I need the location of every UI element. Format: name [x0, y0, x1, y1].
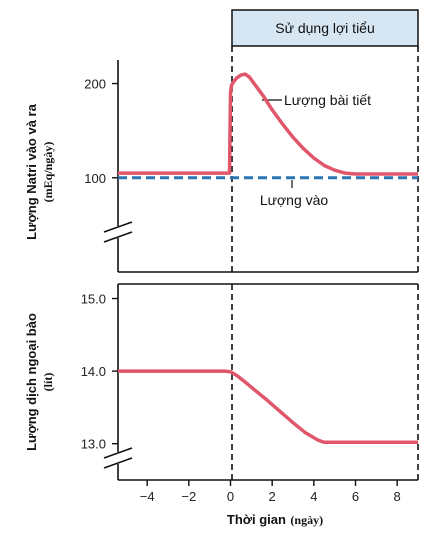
- bottom-panel-series: [118, 369, 418, 445]
- top-panel-axis-break-1: [103, 221, 133, 233]
- bottom-panel-axis-break-2: [103, 457, 133, 469]
- intake-annotation: Lượng vào: [260, 192, 329, 208]
- top-panel: [103, 46, 419, 273]
- output-series-line: [118, 72, 418, 176]
- x-axis-title: Thời gian (ngày): [227, 511, 323, 528]
- x-tick-label: −2: [181, 489, 196, 504]
- bottom-panel-axis-break-1: [103, 447, 133, 459]
- x-tick-label: −4: [140, 489, 155, 504]
- top-panel-yunit: (mEq/ngày): [41, 142, 55, 203]
- bottom-y-tick-label: 14.0: [81, 364, 106, 379]
- top-y-tick-label: 200: [84, 77, 106, 92]
- bottom-panel-ylabel: Lượng dịch ngoại bào: [24, 313, 39, 451]
- top-panel-ylabel: Lượng Natri vào và ra: [24, 103, 39, 239]
- x-axis-ticks: −4 −2 0 2 4 6 8: [140, 480, 401, 504]
- bottom-panel-ticks: 13.0 14.0 15.0: [81, 292, 118, 452]
- top-panel-ticks: 100 200: [84, 77, 118, 186]
- x-tick-label: 8: [394, 489, 401, 504]
- diuretic-banner: [231, 9, 419, 47]
- bottom-panel-yunit: (lít): [41, 373, 55, 392]
- ecf-series-line: [118, 369, 418, 445]
- x-axis-label: Thời gian: [227, 512, 286, 527]
- output-annotation: Lượng bài tiết: [284, 92, 371, 108]
- x-tick-label: 6: [352, 489, 359, 504]
- x-tick-label: 2: [269, 489, 276, 504]
- bottom-panel: [103, 283, 419, 481]
- x-tick-label: 0: [227, 489, 234, 504]
- top-panel-axis-break-2: [103, 231, 133, 243]
- x-axis-unit: (ngày): [290, 513, 323, 527]
- bottom-y-tick-label: 13.0: [81, 437, 106, 452]
- banner-label: Sử dụng lợi tiểu: [275, 20, 375, 36]
- bottom-y-tick-label: 15.0: [81, 292, 106, 307]
- top-panel-series: [118, 72, 418, 180]
- x-tick-label: 4: [310, 489, 317, 504]
- top-y-tick-label: 100: [84, 171, 106, 186]
